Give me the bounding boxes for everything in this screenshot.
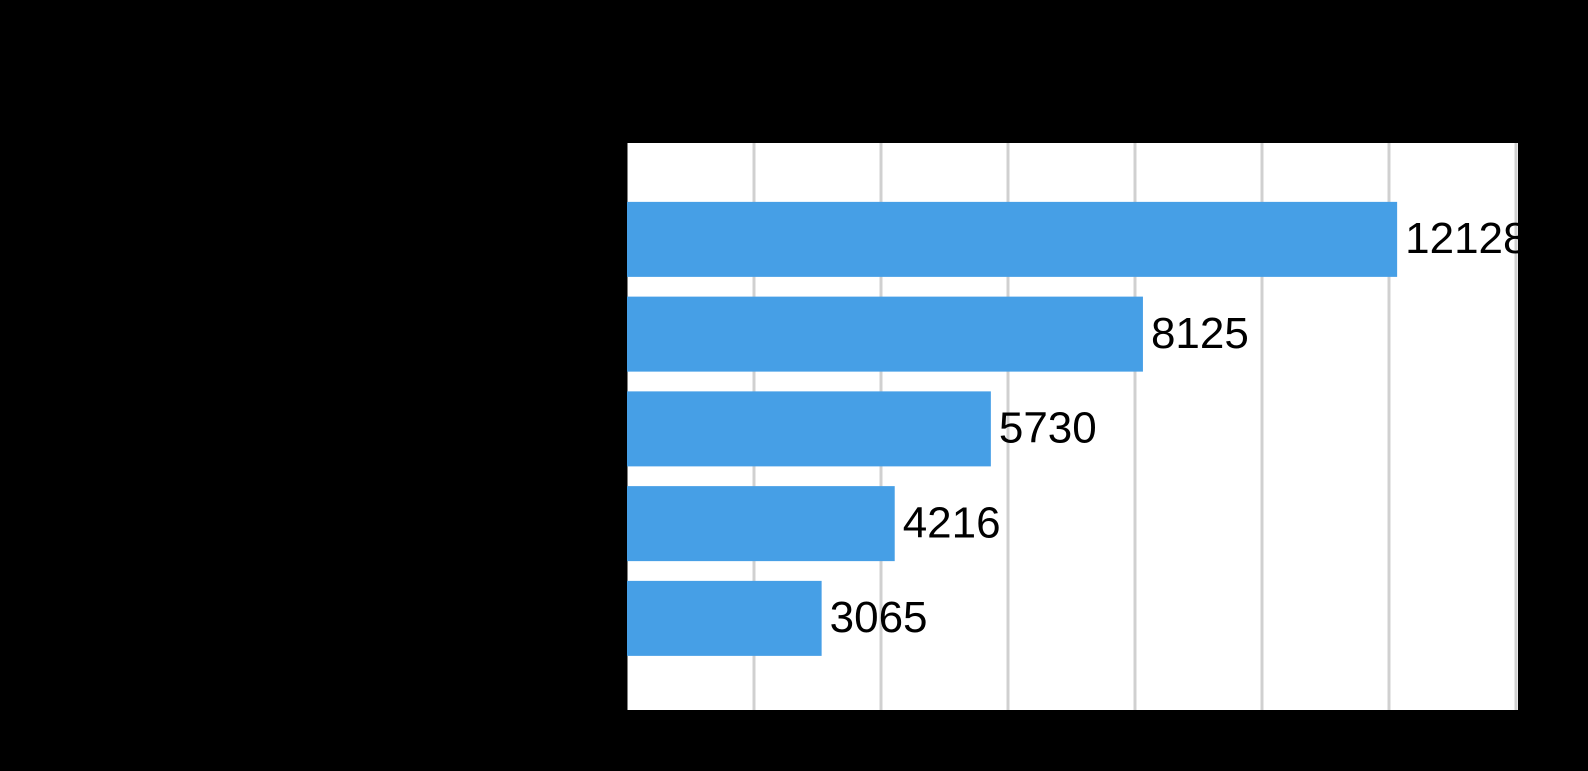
value-label: 8125 (1151, 309, 1249, 358)
bar (627, 201, 1398, 277)
value-label: 3065 (830, 593, 928, 642)
bar (627, 580, 822, 656)
bar (627, 391, 991, 467)
value-label: 12128 (1405, 214, 1527, 263)
bar (627, 486, 895, 562)
value-label: 4216 (903, 498, 1001, 547)
value-label: 5730 (999, 404, 1097, 453)
bar (627, 296, 1143, 372)
